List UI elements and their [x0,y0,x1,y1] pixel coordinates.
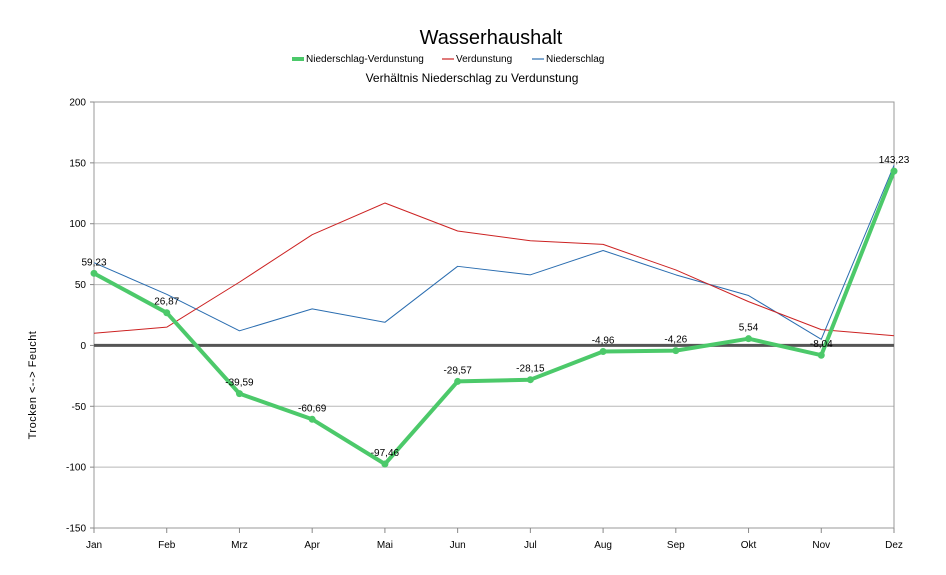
data-point [454,377,462,385]
series-line-niederschlag [93,165,895,340]
data-label: -4,96 [592,335,615,346]
y-tick-label: 100 [69,219,86,230]
series-lines [90,165,898,468]
data-labels: 59,23 26,87 -39,59 -60,69 -97,46 -29,57 -28,15… [81,155,909,459]
y-axis-ticks: 200 150 100 50 0 -50 -100 -150 [66,98,94,535]
data-point [745,335,753,343]
data-label: -8,04 [810,339,833,350]
data-point [235,390,243,398]
x-tick-label: Jun [450,540,466,551]
plot-area-frame [93,101,895,529]
x-tick-label: Apr [304,540,320,551]
data-point [817,351,825,359]
y-axis-label: Trocken <--> Feucht [27,331,39,440]
legend-entry: Niederschlag [546,54,604,65]
chart-title: Wasserhaushalt [420,27,563,49]
data-point [672,347,680,355]
legend-entry: Niederschlag-Verdunstung [306,54,424,65]
data-label: 59,23 [81,257,106,268]
x-tick-label: Sep [667,540,685,551]
y-tick-label: 50 [75,280,87,291]
data-label: -29,57 [443,365,472,376]
x-tick-label: Jul [524,540,537,551]
x-tick-label: Okt [741,540,757,551]
x-tick-label: Feb [158,540,176,551]
y-tick-label: 150 [69,158,86,169]
gridlines [94,101,894,529]
data-point [381,460,389,468]
data-point [526,376,534,384]
legend-entry: Verdunstung [456,54,512,65]
data-label: 5,54 [739,323,759,334]
series-line-verdunstung [93,202,895,337]
series-line-niederschlag-verdunstung [93,170,896,467]
data-label: -60,69 [298,403,327,414]
x-tick-label: Mai [377,540,393,551]
chart-subtitle: Verhältnis Niederschlag zu Verdunstung [366,71,579,85]
y-tick-label: -100 [66,463,86,474]
data-point [163,309,171,317]
data-point [308,415,316,423]
x-tick-label: Dez [885,540,903,551]
data-point [890,167,898,175]
data-point [90,269,98,277]
y-tick-label: -150 [66,524,86,535]
data-label: 143,23 [879,155,910,166]
data-label: -4,26 [664,335,687,346]
y-tick-label: -50 [72,402,87,413]
data-label: 26,87 [154,297,179,308]
data-label: -28,15 [516,364,545,375]
data-label: -39,59 [225,378,254,389]
x-tick-label: Nov [812,540,830,551]
legend: Niederschlag-Verdunstung Verdunstung Niede… [292,54,604,65]
x-tick-label: Mrz [231,540,248,551]
x-axis-ticks: Jan Feb Mrz Apr Mai Jun Jul Aug Sep Okt Nov Dez [86,528,903,551]
x-tick-label: Aug [594,540,612,551]
data-label: -97,46 [371,448,400,459]
x-tick-label: Jan [86,540,102,551]
y-tick-label: 200 [69,98,86,109]
data-point [599,347,607,355]
y-tick-label: 0 [80,341,86,352]
